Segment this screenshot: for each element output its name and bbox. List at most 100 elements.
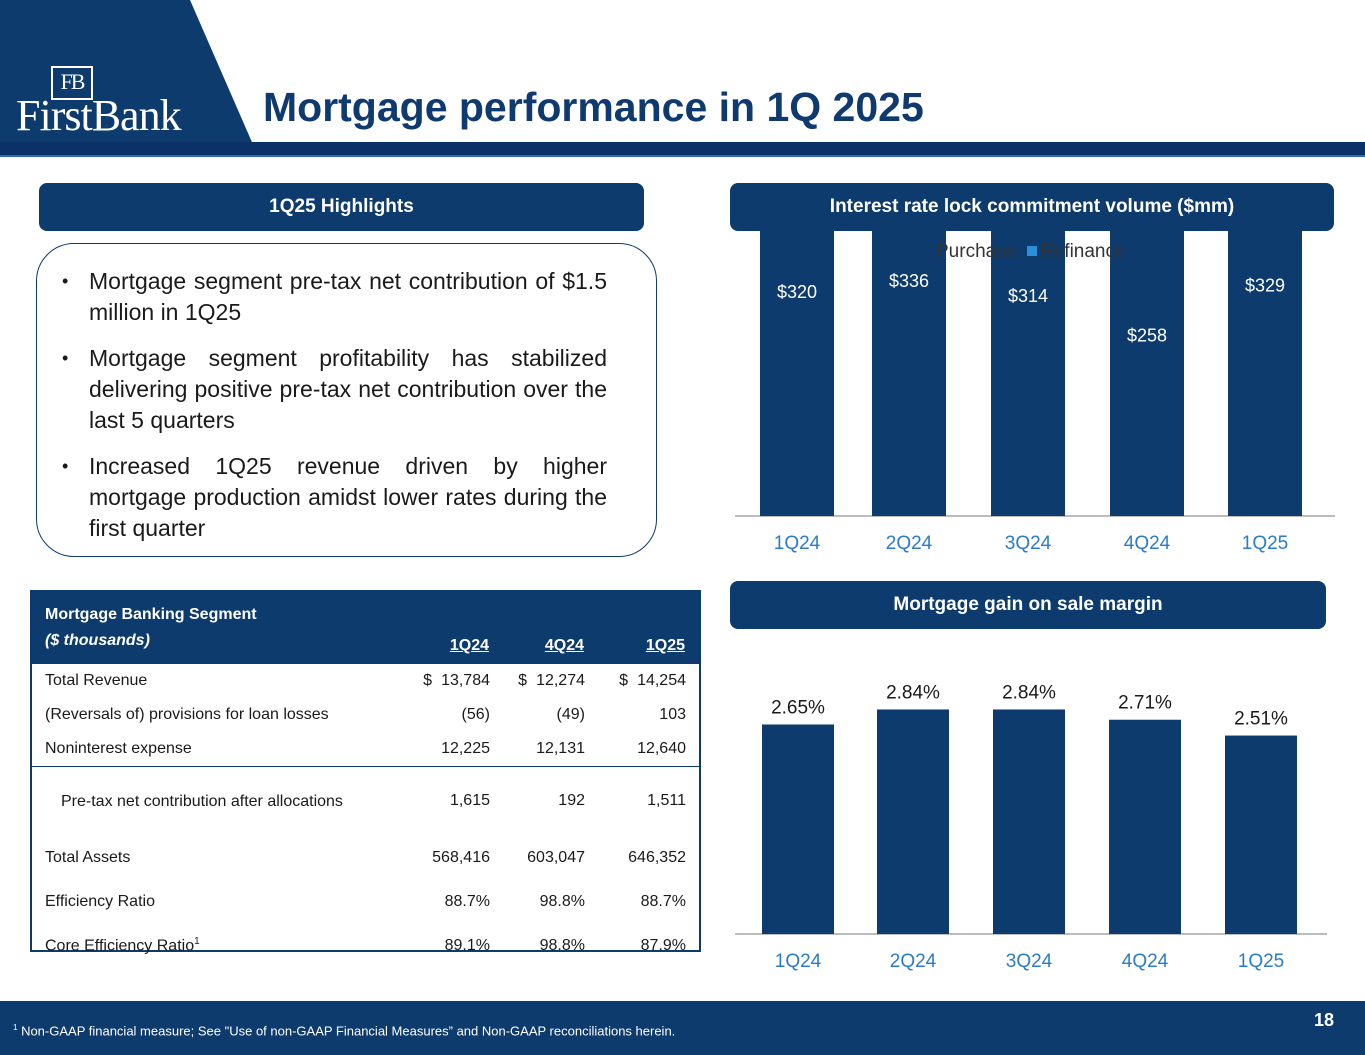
data-label-purchase: $329: [1245, 276, 1285, 296]
row-label: (Reversals of) provisions for loan losse…: [45, 706, 329, 723]
x-tick-label: 2Q24: [886, 533, 933, 554]
column-header: 1Q25: [645, 637, 685, 654]
table-row: (Reversals of) provisions for loan losse…: [32, 698, 699, 732]
rate-lock-header: Interest rate lock commitment volume ($m…: [730, 183, 1334, 231]
x-tick-label: 3Q24: [1005, 533, 1052, 554]
table-cell: 646,352: [628, 849, 686, 866]
bar-purchase: [760, 230, 834, 516]
legend-swatch-refinance: [1027, 246, 1037, 256]
highlight-text: Mortgage segment pre-tax net contributio…: [89, 268, 607, 325]
data-label-margin: 2.71%: [1118, 693, 1172, 714]
bullet-icon: •: [62, 456, 69, 476]
row-label: Total Assets: [45, 849, 131, 866]
table-cell: 98.8%: [539, 937, 585, 954]
table-cell: 568,416: [432, 849, 490, 866]
x-tick-label: 1Q24: [775, 951, 822, 972]
table-units: ($ thousands): [45, 632, 150, 649]
page-number: 18: [1313, 1010, 1334, 1030]
segment-table-grid: Mortgage Banking Segment ($ thousands) 1…: [32, 592, 699, 968]
data-label-margin: 2.51%: [1234, 709, 1288, 730]
table-row: Noninterest expense 12,225 12,131 12,640: [32, 732, 699, 766]
bar-margin: [877, 709, 949, 934]
highlight-text: Increased 1Q25 revenue driven by higher …: [89, 453, 607, 541]
footer-bar: [0, 1001, 1365, 1055]
table-title-text: Mortgage Banking Segment: [45, 606, 257, 623]
title-rule: [0, 142, 1365, 156]
table-row: Total Assets 568,416 603,047 646,352: [32, 836, 699, 880]
logo-panel: [0, 0, 260, 156]
table-cell: $13,784: [423, 672, 490, 689]
table-row: Efficiency Ratio 88.7% 98.8% 88.7%: [32, 880, 699, 924]
table-cell: 1,511: [598, 765, 699, 836]
table-cell: $14,254: [619, 672, 686, 689]
data-label-purchase: $336: [889, 271, 929, 291]
legend-swatch-purchase: [923, 246, 933, 256]
bar-margin: [762, 724, 834, 934]
data-label-margin: 2.84%: [886, 682, 940, 703]
bar-purchase: [991, 230, 1065, 516]
x-tick-label: 2Q24: [890, 951, 937, 972]
table-cell: 12,640: [637, 739, 686, 757]
table-cell: 1,615: [407, 765, 503, 836]
footnote: 1 Non-GAAP financial measure; See "Use o…: [13, 1023, 676, 1039]
highlights-header: 1Q25 Highlights: [39, 183, 644, 231]
bar-purchase: [1228, 230, 1302, 516]
bar-margin: [1225, 735, 1297, 934]
highlights-box: [36, 243, 657, 557]
row-label: Total Revenue: [45, 672, 148, 689]
table-cell: 12,131: [536, 739, 585, 757]
table-row: Total Revenue $13,784 $12,274 $14,254: [32, 664, 699, 698]
row-label: Pre-tax net contribution after allocatio…: [32, 765, 407, 836]
legend-label-purchase: Purchase: [936, 241, 1016, 262]
x-tick-label: 1Q25: [1238, 951, 1284, 972]
x-tick-label: 1Q24: [774, 533, 821, 554]
table-cell: 103: [659, 706, 686, 723]
table-row: Core Efficiency Ratio1 89.1% 98.8% 87.9%: [32, 924, 699, 968]
bullet-icon: •: [62, 271, 69, 291]
table-header-row: Mortgage Banking Segment ($ thousands) 1…: [32, 592, 699, 664]
bar-purchase: [1110, 230, 1184, 517]
bar-purchase: [872, 230, 946, 516]
bullet-icon: •: [62, 348, 69, 368]
segment-table: Mortgage Banking Segment ($ thousands) 1…: [30, 590, 701, 955]
legend-label-refinance: Refinance: [1040, 241, 1126, 262]
highlight-text: Mortgage segment profitability has stabi…: [89, 345, 607, 433]
table-cell: 87.9%: [640, 937, 686, 954]
logo-background: [0, 0, 258, 156]
table-cell: (56): [461, 706, 490, 723]
data-label-purchase: $314: [1008, 286, 1048, 306]
footnote-mark: 1: [13, 1023, 18, 1032]
footnote-mark: 1: [194, 936, 200, 948]
data-label-margin: 2.84%: [1002, 682, 1056, 703]
table-cell: 603,047: [527, 849, 585, 866]
gain-margin-header: Mortgage gain on sale margin: [730, 581, 1326, 629]
highlight-item: • Increased 1Q25 revenue driven by higher…: [62, 451, 607, 544]
row-label: Efficiency Ratio: [45, 893, 155, 910]
x-tick-label: 4Q24: [1122, 951, 1169, 972]
x-tick-label: 4Q24: [1124, 533, 1171, 554]
rate-lock-chart: $320$57$3771Q24$336$49$3852Q24$314$67$38…: [735, 230, 1335, 554]
data-label-purchase: $320: [777, 282, 817, 302]
table-cell: 88.7%: [444, 893, 490, 910]
highlight-item: • Mortgage segment profitability has stab…: [62, 343, 607, 436]
highlights-list: • Mortgage segment pre-tax net contributi…: [62, 266, 607, 559]
table-title: Mortgage Banking Segment ($ thousands): [32, 592, 407, 664]
row-label: Core Efficiency Ratio1: [45, 936, 200, 955]
data-label-margin: 2.65%: [771, 697, 825, 718]
gain-margin-chart: 2.65% 1Q24 2.84% 2Q24 2.84% 3Q24 2.71% 4Q24 2.51…: [735, 682, 1327, 972]
table-cell: (49): [556, 706, 585, 723]
highlight-item: • Mortgage segment pre-tax net contributi…: [62, 266, 607, 328]
table-row: Pre-tax net contribution after allocatio…: [32, 765, 699, 836]
x-tick-label: 1Q25: [1242, 533, 1288, 554]
table-cell: $12,274: [518, 672, 585, 689]
table-cell: 192: [503, 765, 598, 836]
title-rule-accent: [0, 155, 1365, 157]
column-header: 4Q24: [544, 637, 584, 654]
logo-wordmark: FirstBank: [16, 91, 182, 140]
data-label-purchase: $258: [1127, 325, 1167, 345]
table-cell: 89.1%: [444, 937, 490, 954]
x-tick-label: 3Q24: [1006, 951, 1053, 972]
page-title: Mortgage performance in 1Q 2025: [263, 84, 924, 130]
bar-margin: [1109, 719, 1181, 934]
row-label: Noninterest expense: [45, 739, 192, 757]
